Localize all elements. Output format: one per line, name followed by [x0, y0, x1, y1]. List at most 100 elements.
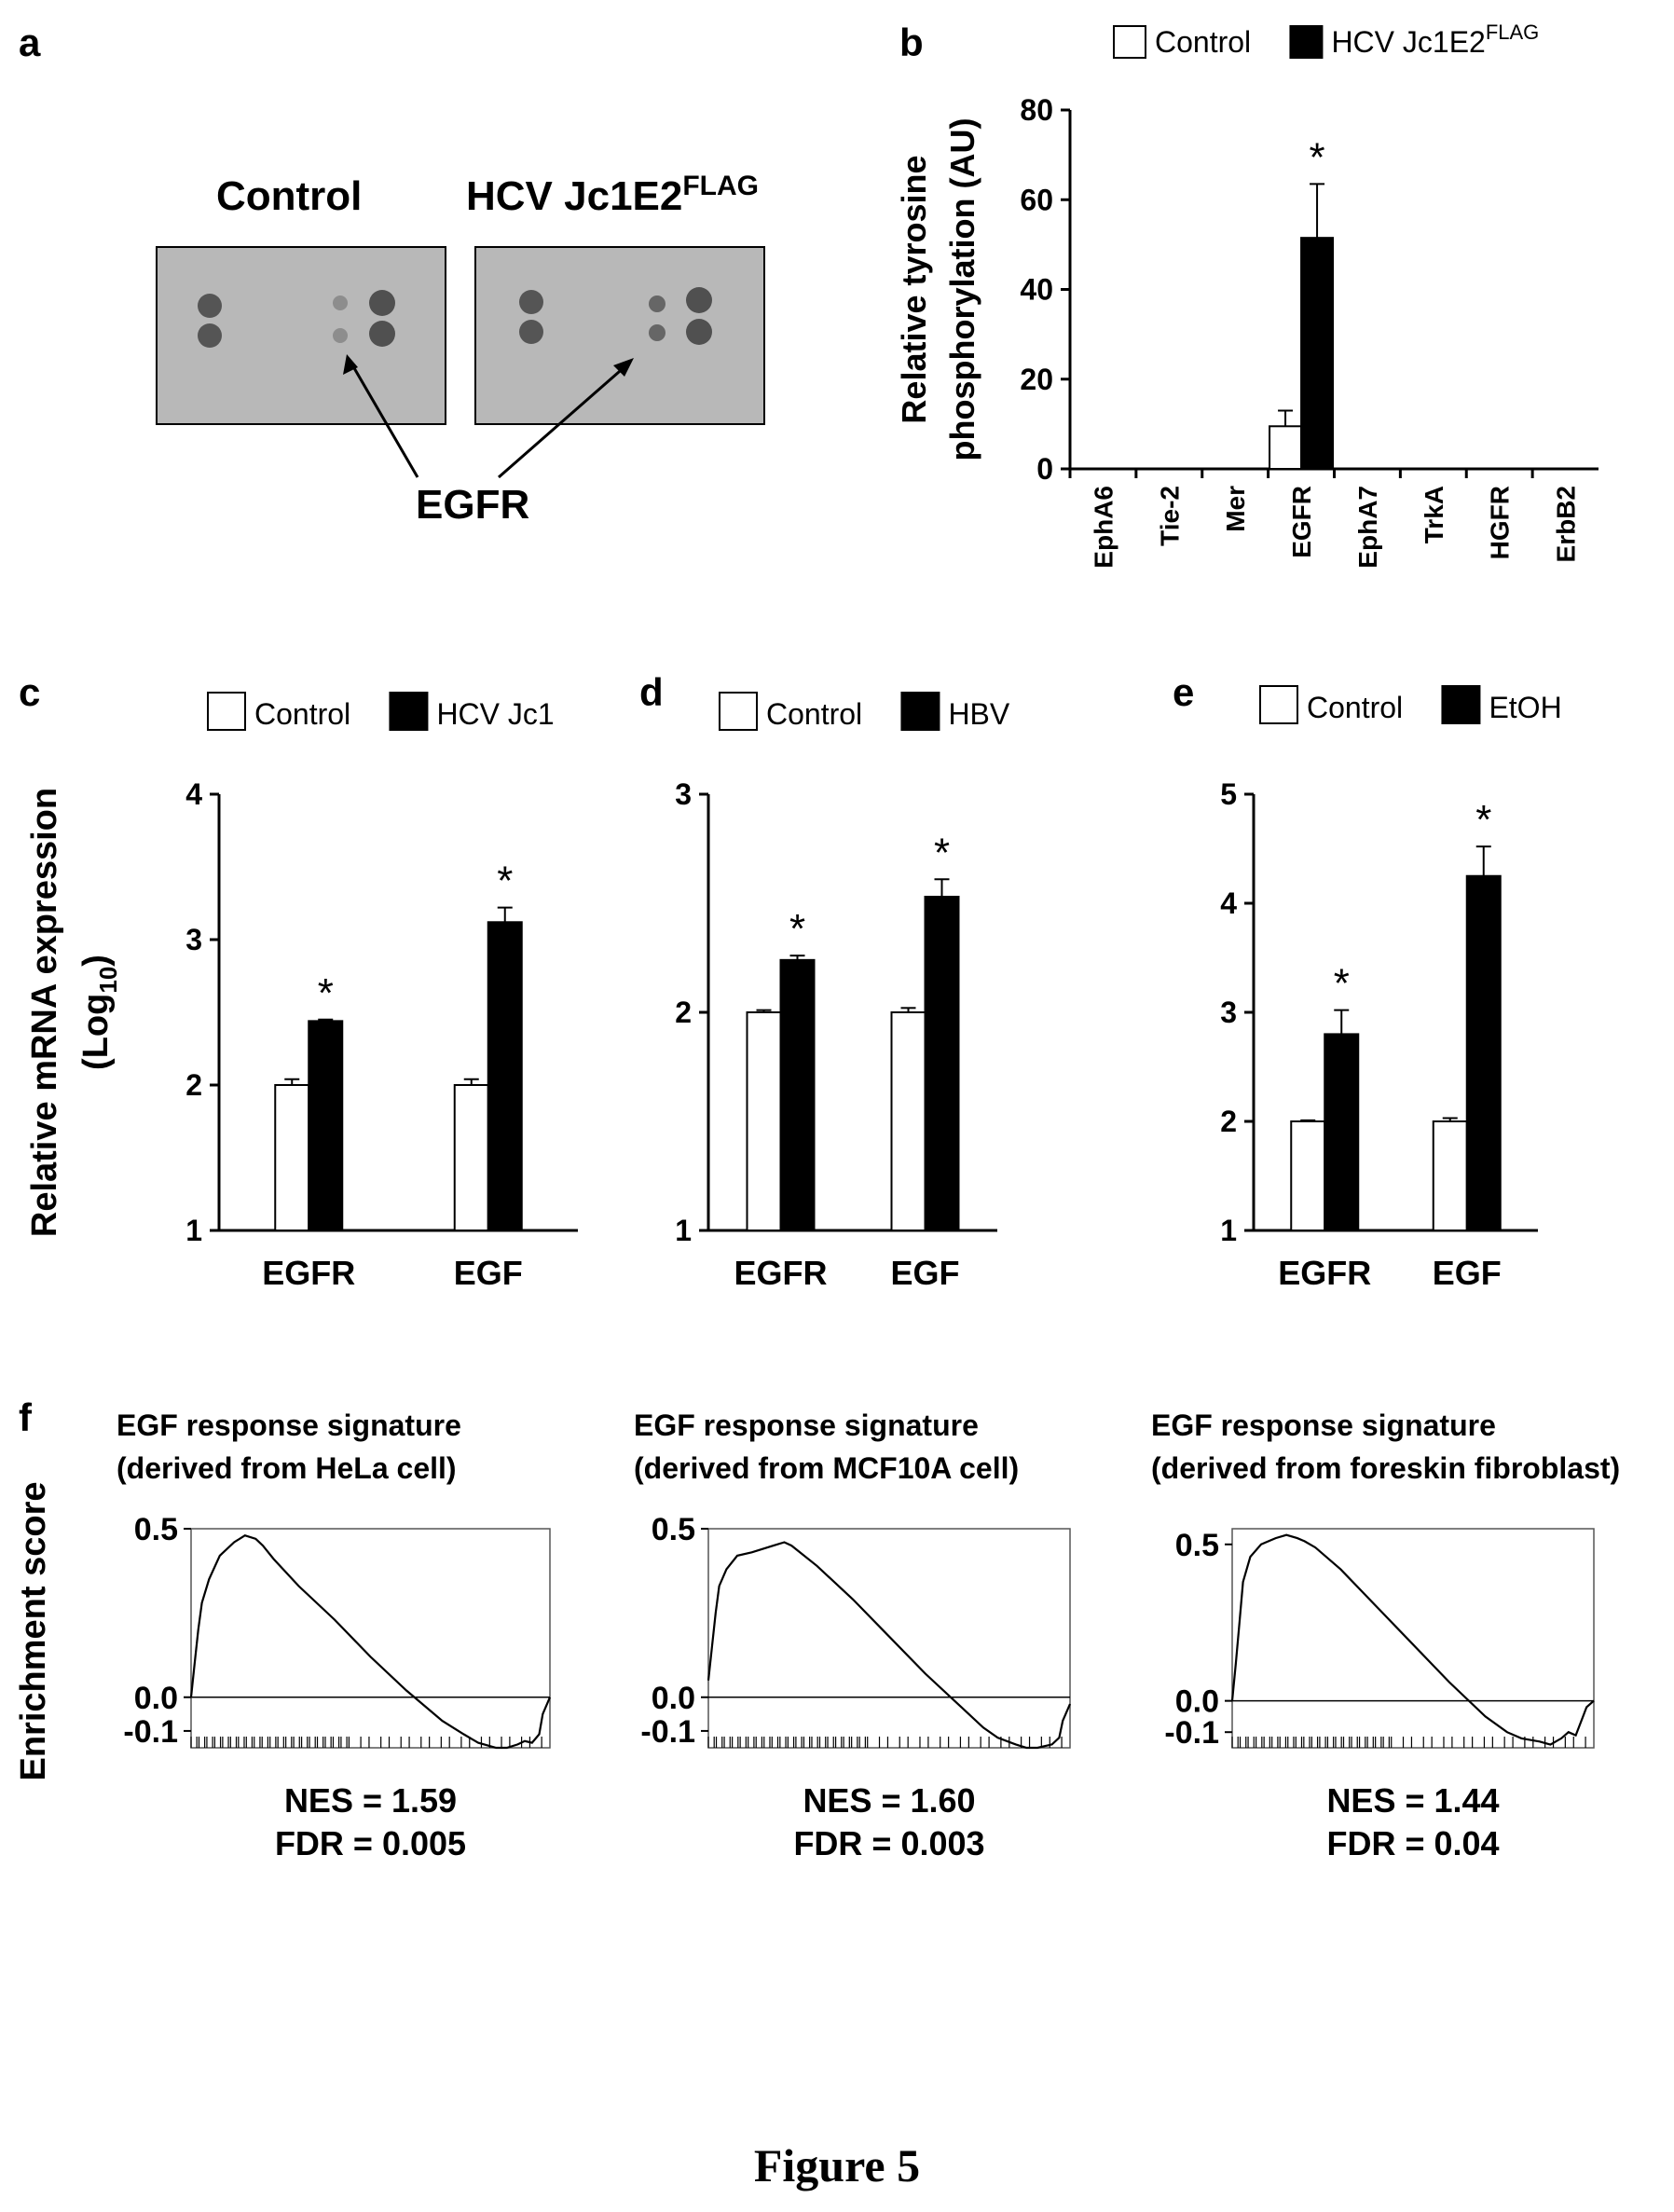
y-tick-label: 0.5 [652, 1512, 695, 1547]
blot-spot [333, 328, 348, 343]
blot-spot [649, 324, 665, 341]
nes-label: NES = 1.60 [803, 1781, 975, 1820]
bar [274, 1084, 310, 1231]
significance-star: * [789, 906, 805, 952]
chart-b: b 0 20 40 60 80 EphA6 Tie-2 Mer EGFR EphA7 TrkA HGFR… [895, 21, 1599, 569]
blot-hcv [474, 246, 765, 425]
blot-control [156, 246, 446, 425]
fdr-label: FDR = 0.005 [275, 1824, 466, 1862]
legend-swatch [389, 692, 429, 731]
bar [487, 921, 523, 1232]
panel-f-ylabel: Enrichment score [14, 1482, 53, 1781]
bar [1432, 1120, 1468, 1231]
bar [746, 1011, 782, 1231]
y-tick-label: 0.0 [652, 1681, 695, 1716]
blot-spot [333, 295, 348, 310]
blot-spot [649, 295, 665, 312]
bar [1324, 1033, 1360, 1232]
nes-label: NES = 1.44 [1326, 1781, 1499, 1820]
y-tick-label: 2 [1220, 1105, 1237, 1138]
y-tick-label: 4 [1220, 886, 1237, 920]
panel-a-control-label: Control [216, 173, 362, 219]
y-tick-label: 0 [1036, 452, 1053, 486]
blot-spot [686, 287, 712, 313]
legend-swatch [1441, 685, 1481, 724]
x-tick-label: TrkA [1420, 486, 1448, 543]
chart-title-line1: EGF response signature [634, 1408, 979, 1442]
blot-spot [519, 320, 543, 344]
y-tick-label: 40 [1020, 273, 1053, 307]
x-tick-label: EGF [890, 1254, 959, 1292]
y-tick-label: 3 [185, 923, 202, 956]
enrichment-curve [707, 1541, 1072, 1750]
x-tick-label: EphA7 [1353, 486, 1382, 569]
significance-star: * [1310, 134, 1325, 180]
x-tick-label: EGF [454, 1254, 523, 1292]
y-axis-label-line2: phosphorylation (AU) [943, 118, 981, 461]
x-tick-label: EGFR [1287, 486, 1316, 558]
bar [308, 1020, 344, 1231]
y-tick-label: 1 [675, 1214, 692, 1247]
y-tick-label: 0.0 [1175, 1684, 1219, 1720]
egfr-arrow-label: EGFR [416, 482, 529, 528]
y-tick-label: -0.1 [123, 1714, 178, 1750]
panel-a-hcv-label: HCV Jc1E2FLAG [466, 171, 759, 219]
panel-d-letter: d [639, 670, 664, 714]
bar [890, 1011, 926, 1231]
panel-c-letter: c [19, 670, 40, 714]
y-tick-label: 1 [185, 1214, 202, 1247]
bar [1269, 425, 1303, 470]
chart-title-line2: (derived from MCF10A cell) [634, 1451, 1019, 1485]
y-tick-label: 0.0 [134, 1681, 178, 1716]
blot-spot [369, 290, 395, 316]
x-tick-label: Mer [1221, 486, 1250, 532]
blot-spot [519, 290, 543, 314]
legend-label: HCV Jc1 [436, 697, 554, 731]
plot-frame [1231, 1528, 1595, 1749]
fdr-label: FDR = 0.04 [1326, 1824, 1499, 1862]
bar [453, 1084, 489, 1231]
bar [1465, 874, 1502, 1231]
nes-label: NES = 1.59 [284, 1781, 457, 1820]
legend-swatch [900, 692, 940, 731]
legend-label: HBV [948, 697, 1009, 731]
bar [1290, 1120, 1326, 1231]
blot-spot [198, 294, 222, 318]
chart-f3: EGF response signature (derived from fore… [1151, 1408, 1620, 1862]
y-axis-label-line1: Relative tyrosine [895, 155, 933, 423]
y-tick-label: 20 [1020, 363, 1053, 396]
legend-label: HCV Jc1E2FLAG [1331, 21, 1539, 59]
chart-title-line2: (derived from foreskin fibroblast) [1151, 1451, 1620, 1485]
x-tick-label: HGFR [1486, 486, 1515, 559]
chart-title-line1: EGF response signature [117, 1408, 461, 1442]
y-tick-label: -0.1 [640, 1714, 695, 1750]
chart-f1: EGF response signature (derived from HeLa… [117, 1408, 552, 1862]
x-tick-label: Tie-2 [1155, 486, 1184, 546]
blot-spot [686, 319, 712, 345]
enrichment-curve [189, 1533, 552, 1750]
plot-frame [707, 1528, 1071, 1749]
significance-star: * [497, 859, 513, 904]
legend-swatch [207, 692, 246, 731]
y-tick-label: 3 [675, 777, 692, 811]
figure-caption: Figure 5 [754, 2139, 920, 2191]
legend-label: Control [1307, 691, 1403, 724]
legend-swatch [1259, 685, 1298, 724]
legend-swatch [719, 692, 758, 731]
y-tick-label: -0.1 [1164, 1715, 1219, 1751]
enrichment-curve [1230, 1533, 1595, 1746]
plot-frame [190, 1528, 551, 1749]
legend-swatch [1113, 25, 1146, 59]
y-tick-label: 5 [1220, 777, 1237, 811]
bar [779, 958, 816, 1231]
chart-title-line1: EGF response signature [1151, 1408, 1496, 1442]
y-tick-label: 80 [1020, 93, 1053, 127]
chart-d: d 1 2 3 EGFR EGF * * Control HBV [639, 670, 1010, 1292]
legend-label: Control [254, 697, 350, 731]
y-axis-label-line2: (Log10) [76, 955, 122, 1070]
y-tick-label: 3 [1220, 996, 1237, 1029]
chart-c: c 1 2 3 4 EGFR EGF * * Control HCV Jc1 Relative mRN… [19, 670, 578, 1292]
y-axis-label-line1: Relative mRNA expression [25, 788, 64, 1237]
chart-title-line2: (derived from HeLa cell) [117, 1451, 457, 1485]
